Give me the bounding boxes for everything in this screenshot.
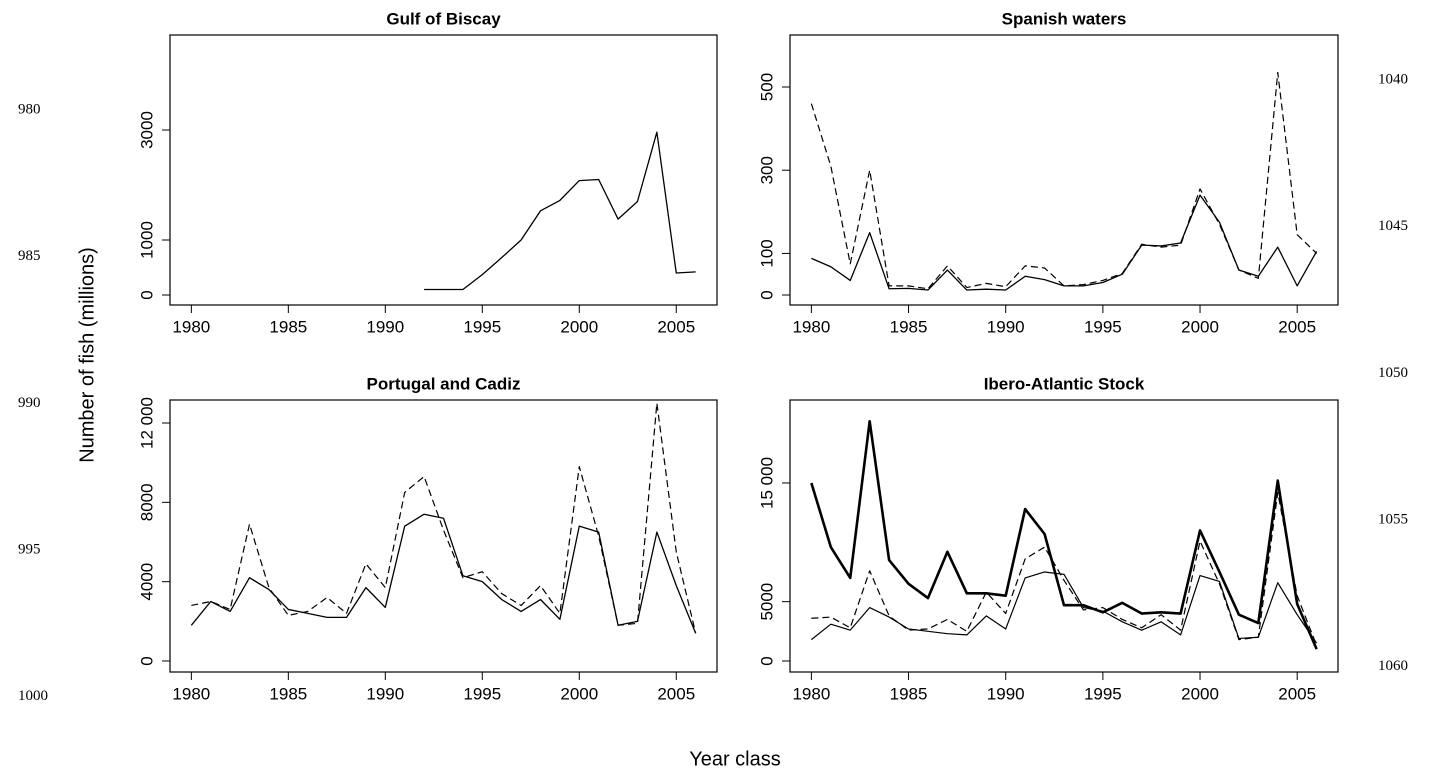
y-tick-label: 0 [137,290,156,299]
x-tick-label: 1990 [366,317,404,336]
data-line [811,491,1318,646]
line-number: 1060 [1378,658,1408,674]
y-tick-label: 12 000 [137,397,156,449]
panel-title: Gulf of Biscay [386,9,501,28]
x-tick-label: 2005 [657,684,695,703]
y-tick-label: 8000 [137,483,156,521]
y-tick-label: 3000 [137,111,156,149]
x-tick-label: 1980 [792,317,830,336]
data-line [810,419,1318,650]
y-tick-label: 4000 [137,563,156,601]
panel-title: Ibero-Atlantic Stock [984,374,1145,393]
line-number: 995 [18,542,41,558]
data-line [424,131,696,291]
x-tick-label: 2005 [657,317,695,336]
line-number: 985 [18,248,41,264]
x-tick-label: 2000 [560,684,598,703]
y-tick-label: 500 [757,73,776,101]
x-tick-label: 2005 [1278,317,1316,336]
x-tick-label: 1985 [890,684,928,703]
x-tick-label: 2005 [1278,684,1316,703]
panel-title: Spanish waters [1002,9,1127,28]
x-tick-label: 1980 [792,684,830,703]
data-line [191,402,697,634]
line-number: 1050 [1378,365,1408,381]
line-number: 990 [18,395,41,411]
x-tick-label: 1995 [463,317,501,336]
plot-box [169,34,718,306]
x-tick-label: 2000 [1181,684,1219,703]
x-tick-label: 1990 [987,317,1025,336]
x-tick-label: 1990 [987,684,1025,703]
x-tick-label: 1980 [172,684,210,703]
line-number: 1000 [18,688,48,704]
data-line [190,513,697,634]
x-tick-label: 1985 [890,317,928,336]
plot-box [789,399,1339,673]
x-tick-label: 1985 [269,317,307,336]
x-tick-label: 1995 [463,684,501,703]
line-number: 1055 [1378,512,1408,528]
plot-box [169,399,718,673]
line-number: 1040 [1378,71,1408,87]
y-tick-label: 0 [757,656,776,665]
y-tick-label: 0 [137,656,156,665]
x-tick-label: 1995 [1084,317,1122,336]
x-tick-label: 2000 [1181,317,1219,336]
y-axis-label: Number of fish (millions) [76,247,98,463]
y-tick-label: 15 000 [757,457,776,509]
x-tick-label: 1995 [1084,684,1122,703]
x-tick-label: 1985 [269,684,307,703]
plot-box [789,34,1339,306]
y-tick-label: 0 [757,290,776,299]
y-tick-label: 5000 [757,583,776,621]
x-tick-label: 1990 [366,684,404,703]
line-number: 980 [18,101,41,117]
line-number: 1045 [1378,218,1408,234]
data-line [811,194,1318,291]
y-tick-label: 300 [757,156,776,184]
data-line [811,571,1318,644]
y-tick-label: 100 [757,239,776,267]
x-tick-label: 2000 [560,317,598,336]
x-tick-label: 1980 [172,317,210,336]
y-tick-label: 1000 [137,221,156,259]
panel-title: Portugal and Cadiz [367,374,521,393]
data-line [810,71,1318,290]
x-axis-label: Year class [689,748,781,770]
